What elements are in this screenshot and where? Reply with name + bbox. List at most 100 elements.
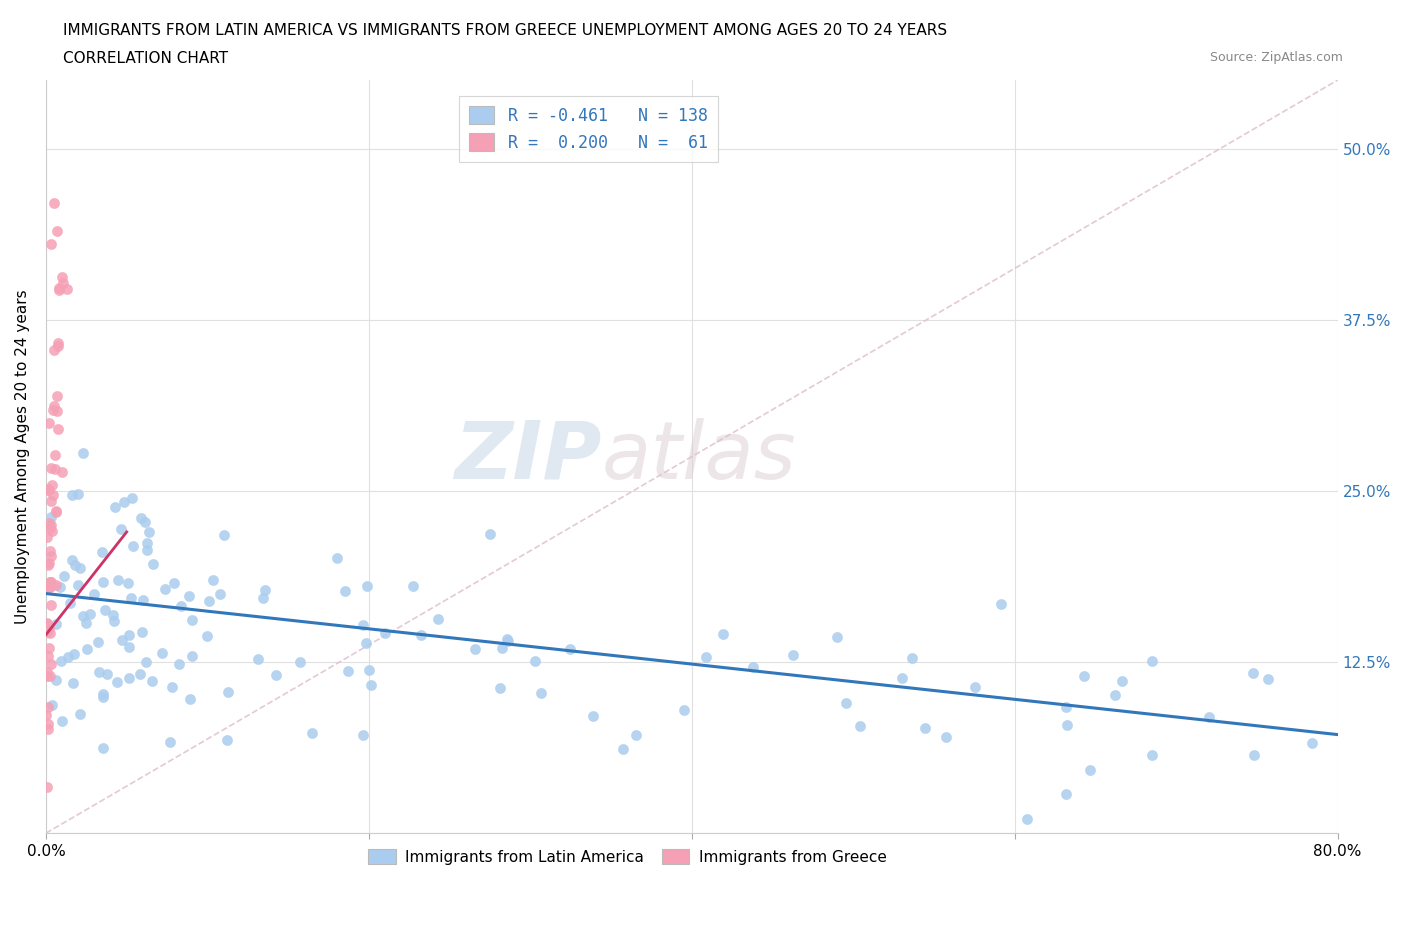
Point (1198, 710, 1220, 724)
Point (935, 729, 957, 744)
Point (45, 616, 67, 631)
Point (491, 641, 513, 656)
Point (129, 666, 152, 681)
Point (35, 624, 58, 639)
Point (711, 627, 734, 642)
Point (849, 719, 872, 734)
Point (138, 525, 160, 540)
Text: IMMIGRANTS FROM LATIN AMERICA VS IMMIGRANTS FROM GREECE UNEMPLOYMENT AMONG AGES : IMMIGRANTS FROM LATIN AMERICA VS IMMIGRA… (63, 23, 948, 38)
Point (914, 720, 936, 735)
Point (63, 646, 86, 661)
Point (66, 486, 89, 501)
Point (48, 283, 70, 298)
Point (117, 576, 139, 591)
Point (51, 465, 73, 480)
Point (163, 576, 186, 591)
Point (212, 528, 235, 543)
Point (118, 628, 141, 643)
Point (360, 677, 382, 692)
Point (136, 542, 159, 557)
Point (695, 650, 717, 665)
Point (1140, 654, 1163, 669)
Point (118, 671, 141, 685)
Point (612, 742, 634, 757)
Point (672, 703, 695, 718)
Point (38, 579, 60, 594)
Point (94, 603, 117, 618)
Point (1056, 718, 1078, 733)
Point (37, 722, 59, 737)
Point (1078, 763, 1101, 777)
Text: atlas: atlas (602, 418, 796, 496)
Point (1054, 786, 1077, 801)
Point (122, 538, 145, 553)
Point (198, 593, 221, 608)
Point (496, 631, 519, 646)
Point (1017, 812, 1039, 827)
Point (352, 618, 374, 632)
Point (37, 557, 59, 572)
Point (118, 640, 141, 655)
Point (401, 578, 423, 593)
Point (42, 488, 65, 503)
Point (142, 557, 165, 572)
Point (35, 483, 58, 498)
Point (37, 648, 59, 663)
Point (44, 461, 66, 476)
Point (354, 636, 377, 651)
Point (131, 624, 153, 639)
Point (560, 642, 582, 657)
Point (39, 544, 62, 559)
Point (39, 657, 62, 671)
Point (91, 740, 114, 755)
Point (247, 651, 270, 666)
Point (46, 336, 69, 351)
Point (38, 620, 60, 635)
Text: Source: ZipAtlas.com: Source: ZipAtlas.com (1209, 51, 1343, 64)
Point (49, 579, 72, 594)
Point (333, 584, 356, 599)
Point (624, 728, 647, 743)
Point (1301, 736, 1323, 751)
Point (427, 612, 450, 627)
Point (741, 659, 763, 674)
Point (1257, 671, 1279, 686)
Point (1140, 748, 1163, 763)
Point (301, 725, 323, 740)
Point (49, 654, 72, 669)
Point (215, 732, 238, 747)
Point (69, 561, 91, 576)
Point (39, 460, 62, 475)
Point (136, 536, 159, 551)
Point (153, 581, 176, 596)
Point (179, 692, 201, 707)
Point (51, 270, 73, 285)
Point (37, 482, 59, 497)
Point (46, 339, 69, 354)
Point (217, 684, 239, 699)
Point (38, 579, 60, 594)
Point (46, 223, 69, 238)
Point (120, 591, 142, 605)
Point (42, 402, 65, 417)
Point (41, 477, 63, 492)
Point (86, 635, 108, 650)
Point (39, 510, 62, 525)
Point (39, 625, 62, 640)
Y-axis label: Unemployment Among Ages 20 to 24 years: Unemployment Among Ages 20 to 24 years (15, 289, 30, 624)
Point (60, 487, 83, 502)
Point (39, 521, 62, 536)
Point (160, 679, 183, 694)
Point (75, 616, 97, 631)
Point (35, 669, 58, 684)
Point (79, 606, 101, 621)
Point (107, 572, 129, 587)
Point (87, 664, 110, 679)
Point (352, 727, 374, 742)
Point (41, 548, 63, 563)
Point (41, 523, 63, 538)
Point (110, 522, 132, 537)
Point (39, 517, 62, 532)
Point (357, 663, 380, 678)
Point (121, 490, 143, 505)
